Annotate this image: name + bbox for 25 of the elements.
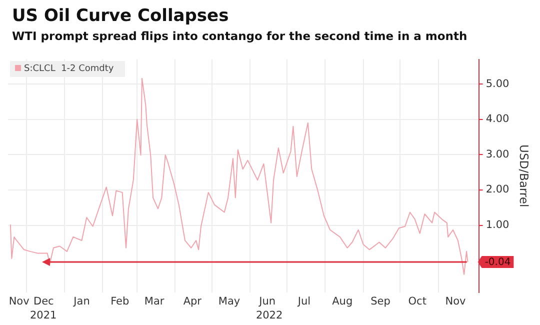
y-tick-label: 5.00 — [486, 78, 510, 90]
ref-line-label: -0.04 — [484, 257, 511, 268]
legend-label: S:CLCL 1-2 Comdty — [23, 64, 114, 74]
x-tick-label: Nov — [8, 295, 30, 308]
x-tick-label: May — [218, 295, 240, 308]
y-tick-label: 1.00 — [486, 219, 510, 232]
text: 2022 — [256, 309, 283, 322]
text: 2021 — [30, 309, 57, 322]
x-tick-label: Apr — [183, 295, 202, 308]
chart-title: US Oil Curve Collapses — [12, 6, 229, 26]
x-tick-label: Jun — [258, 295, 276, 308]
y-tick-label: 2.00 — [486, 184, 510, 196]
x-tick-label: Aug — [332, 295, 353, 308]
x-tick-label: Jul — [296, 295, 311, 308]
y-tick-label: 4.00 — [486, 113, 510, 126]
chart-subtitle: WTI prompt spread flips into contango for the second time in a month — [12, 29, 468, 43]
y-tick-label: 3.00 — [486, 148, 510, 160]
x-tick-label: Feb — [110, 295, 130, 308]
x-tick-label: Dec — [33, 295, 54, 308]
x-tick-label: Sep — [370, 295, 391, 308]
y-axis-title: USD/Barrel — [517, 144, 532, 208]
x-tick-label: Mar — [144, 295, 165, 308]
x-tick-label: Nov — [445, 295, 466, 308]
x-tick-label: Jan — [72, 295, 90, 308]
x-tick-label: Oct — [408, 295, 426, 308]
